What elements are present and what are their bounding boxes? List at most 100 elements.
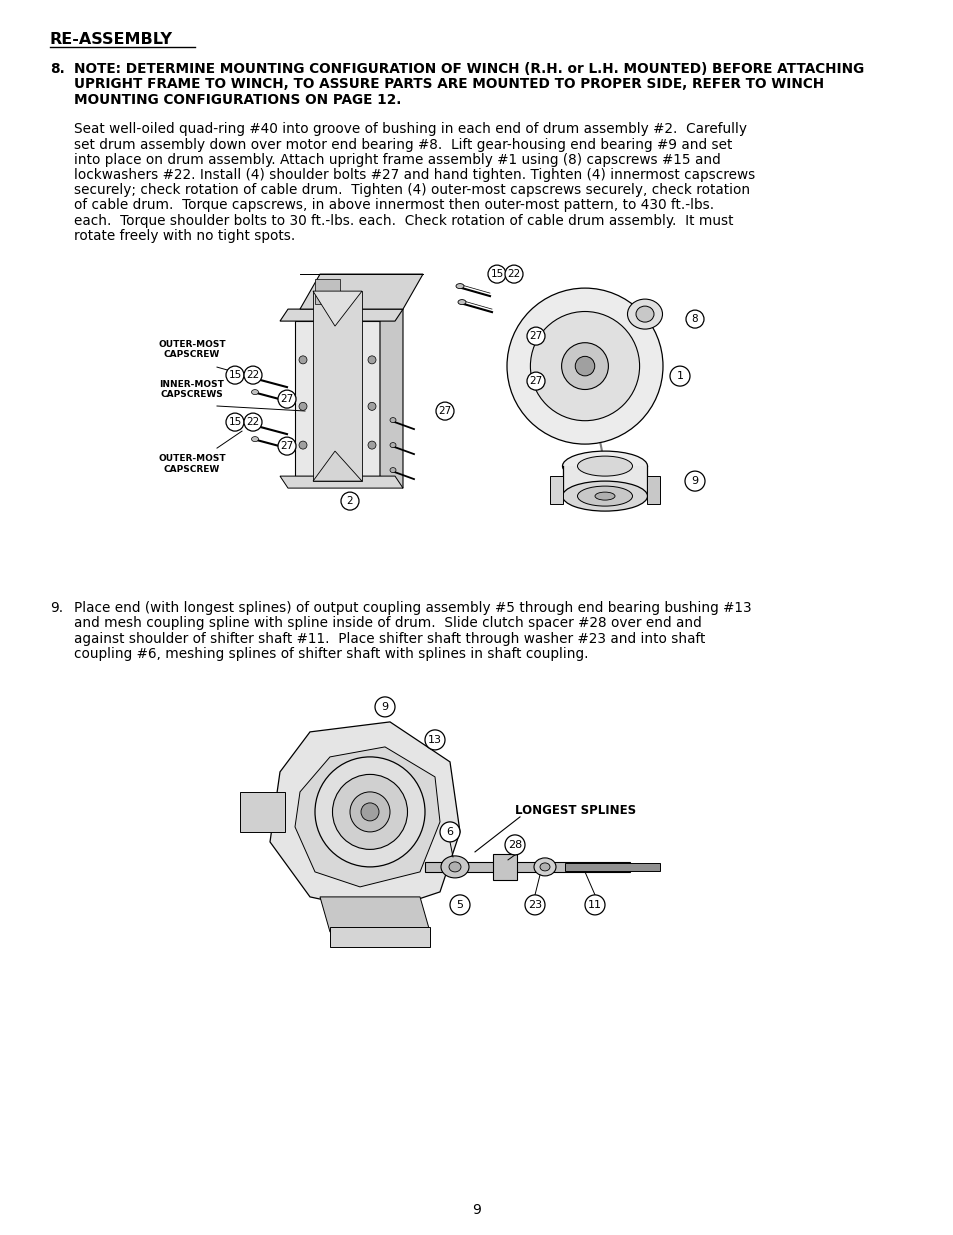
- Circle shape: [226, 412, 244, 431]
- Text: 22: 22: [507, 269, 520, 279]
- Text: Place end (with longest splines) of output coupling assembly #5 through end bear: Place end (with longest splines) of outp…: [74, 601, 751, 615]
- Circle shape: [298, 441, 307, 450]
- Circle shape: [226, 366, 244, 384]
- Polygon shape: [313, 291, 361, 326]
- Ellipse shape: [636, 306, 654, 322]
- Ellipse shape: [627, 299, 661, 329]
- Polygon shape: [270, 722, 459, 911]
- Text: rotate freely with no tight spots.: rotate freely with no tight spots.: [74, 228, 294, 243]
- Ellipse shape: [252, 437, 258, 442]
- Text: MOUNTING CONFIGURATIONS ON PAGE 12.: MOUNTING CONFIGURATIONS ON PAGE 12.: [74, 93, 401, 107]
- Text: NOTE: DETERMINE MOUNTING CONFIGURATION OF WINCH (R.H. or L.H. MOUNTED) BEFORE AT: NOTE: DETERMINE MOUNTING CONFIGURATION O…: [74, 62, 863, 77]
- Ellipse shape: [252, 375, 258, 380]
- Circle shape: [277, 437, 295, 456]
- Text: RE-ASSEMBLY: RE-ASSEMBLY: [50, 32, 172, 47]
- Polygon shape: [240, 792, 285, 832]
- Text: securely; check rotation of cable drum.  Tighten (4) outer-most capscrews secure: securely; check rotation of cable drum. …: [74, 183, 749, 198]
- Text: against shoulder of shifter shaft #11.  Place shifter shaft through washer #23 a: against shoulder of shifter shaft #11. P…: [74, 631, 704, 646]
- Ellipse shape: [333, 774, 407, 850]
- Text: 28: 28: [507, 840, 521, 850]
- Text: 9: 9: [472, 1203, 481, 1216]
- Text: set drum assembly down over motor end bearing #8.  Lift gear-housing end bearing: set drum assembly down over motor end be…: [74, 137, 732, 152]
- Circle shape: [424, 730, 444, 750]
- Polygon shape: [313, 451, 361, 482]
- Ellipse shape: [539, 863, 550, 871]
- Text: OUTER-MOST
CAPSCREW: OUTER-MOST CAPSCREW: [158, 340, 226, 359]
- Circle shape: [298, 356, 307, 364]
- Ellipse shape: [350, 792, 390, 832]
- Text: 13: 13: [428, 735, 441, 745]
- Text: OUTER-MOST
CAPSCREW: OUTER-MOST CAPSCREW: [158, 454, 226, 473]
- Text: 27: 27: [280, 394, 294, 404]
- Polygon shape: [424, 862, 629, 872]
- Circle shape: [669, 366, 689, 387]
- Circle shape: [298, 403, 307, 410]
- Text: lockwashers #22. Install (4) shoulder bolts #27 and hand tighten. Tighten (4) in: lockwashers #22. Install (4) shoulder bo…: [74, 168, 755, 182]
- Ellipse shape: [390, 417, 395, 422]
- Ellipse shape: [562, 451, 647, 482]
- Polygon shape: [280, 477, 402, 488]
- Text: 23: 23: [527, 900, 541, 910]
- Circle shape: [526, 327, 544, 345]
- Ellipse shape: [561, 342, 608, 389]
- Ellipse shape: [577, 456, 632, 477]
- Circle shape: [277, 390, 295, 408]
- Circle shape: [368, 403, 375, 410]
- Circle shape: [340, 492, 358, 510]
- Circle shape: [436, 403, 454, 420]
- Ellipse shape: [562, 482, 647, 511]
- Circle shape: [244, 412, 262, 431]
- Polygon shape: [294, 747, 439, 887]
- Polygon shape: [493, 853, 517, 879]
- Text: each.  Torque shoulder bolts to 30 ft.-lbs. each.  Check rotation of cable drum : each. Torque shoulder bolts to 30 ft.-lb…: [74, 214, 733, 227]
- Text: 15: 15: [490, 269, 503, 279]
- Ellipse shape: [449, 862, 460, 872]
- Circle shape: [685, 310, 703, 329]
- Circle shape: [488, 266, 505, 283]
- Text: 9.: 9.: [50, 601, 63, 615]
- Circle shape: [504, 835, 524, 855]
- Polygon shape: [314, 279, 339, 304]
- Text: 1: 1: [676, 370, 682, 382]
- Text: 22: 22: [246, 417, 259, 427]
- Text: 27: 27: [529, 331, 542, 341]
- Polygon shape: [379, 309, 402, 488]
- Text: 27: 27: [438, 406, 451, 416]
- Text: UPRIGHT FRAME TO WINCH, TO ASSURE PARTS ARE MOUNTED TO PROPER SIDE, REFER TO WIN: UPRIGHT FRAME TO WINCH, TO ASSURE PARTS …: [74, 78, 823, 91]
- Text: 15: 15: [228, 370, 241, 380]
- Ellipse shape: [390, 442, 395, 447]
- Ellipse shape: [360, 803, 378, 821]
- Polygon shape: [330, 927, 430, 947]
- Text: 9: 9: [381, 701, 388, 711]
- Ellipse shape: [456, 284, 463, 289]
- Ellipse shape: [252, 389, 258, 395]
- Polygon shape: [562, 466, 646, 496]
- Text: 27: 27: [529, 377, 542, 387]
- Polygon shape: [550, 477, 562, 504]
- Text: 2: 2: [346, 496, 353, 506]
- Circle shape: [526, 372, 544, 390]
- Text: 22: 22: [246, 370, 259, 380]
- Circle shape: [375, 697, 395, 716]
- Text: 6: 6: [446, 827, 453, 837]
- Circle shape: [450, 895, 470, 915]
- Circle shape: [244, 366, 262, 384]
- Ellipse shape: [530, 311, 639, 421]
- Ellipse shape: [534, 858, 556, 876]
- Ellipse shape: [252, 422, 258, 427]
- Circle shape: [368, 441, 375, 450]
- Circle shape: [504, 266, 522, 283]
- Circle shape: [524, 895, 544, 915]
- Ellipse shape: [577, 487, 632, 506]
- Text: and mesh coupling spline with spline inside of drum.  Slide clutch spacer #28 ov: and mesh coupling spline with spline ins…: [74, 616, 701, 630]
- Text: 9: 9: [691, 477, 698, 487]
- Text: of cable drum.  Torque capscrews, in above innermost then outer-most pattern, to: of cable drum. Torque capscrews, in abov…: [74, 199, 714, 212]
- Text: 8: 8: [691, 314, 698, 324]
- Ellipse shape: [457, 300, 465, 305]
- Ellipse shape: [390, 468, 395, 473]
- Text: into place on drum assembly. Attach upright frame assembly #1 using (8) capscrew: into place on drum assembly. Attach upri…: [74, 153, 720, 167]
- Text: coupling #6, meshing splines of shifter shaft with splines in shaft coupling.: coupling #6, meshing splines of shifter …: [74, 647, 588, 661]
- Text: 5: 5: [456, 900, 463, 910]
- Text: 8.: 8.: [50, 62, 65, 77]
- Polygon shape: [294, 321, 379, 477]
